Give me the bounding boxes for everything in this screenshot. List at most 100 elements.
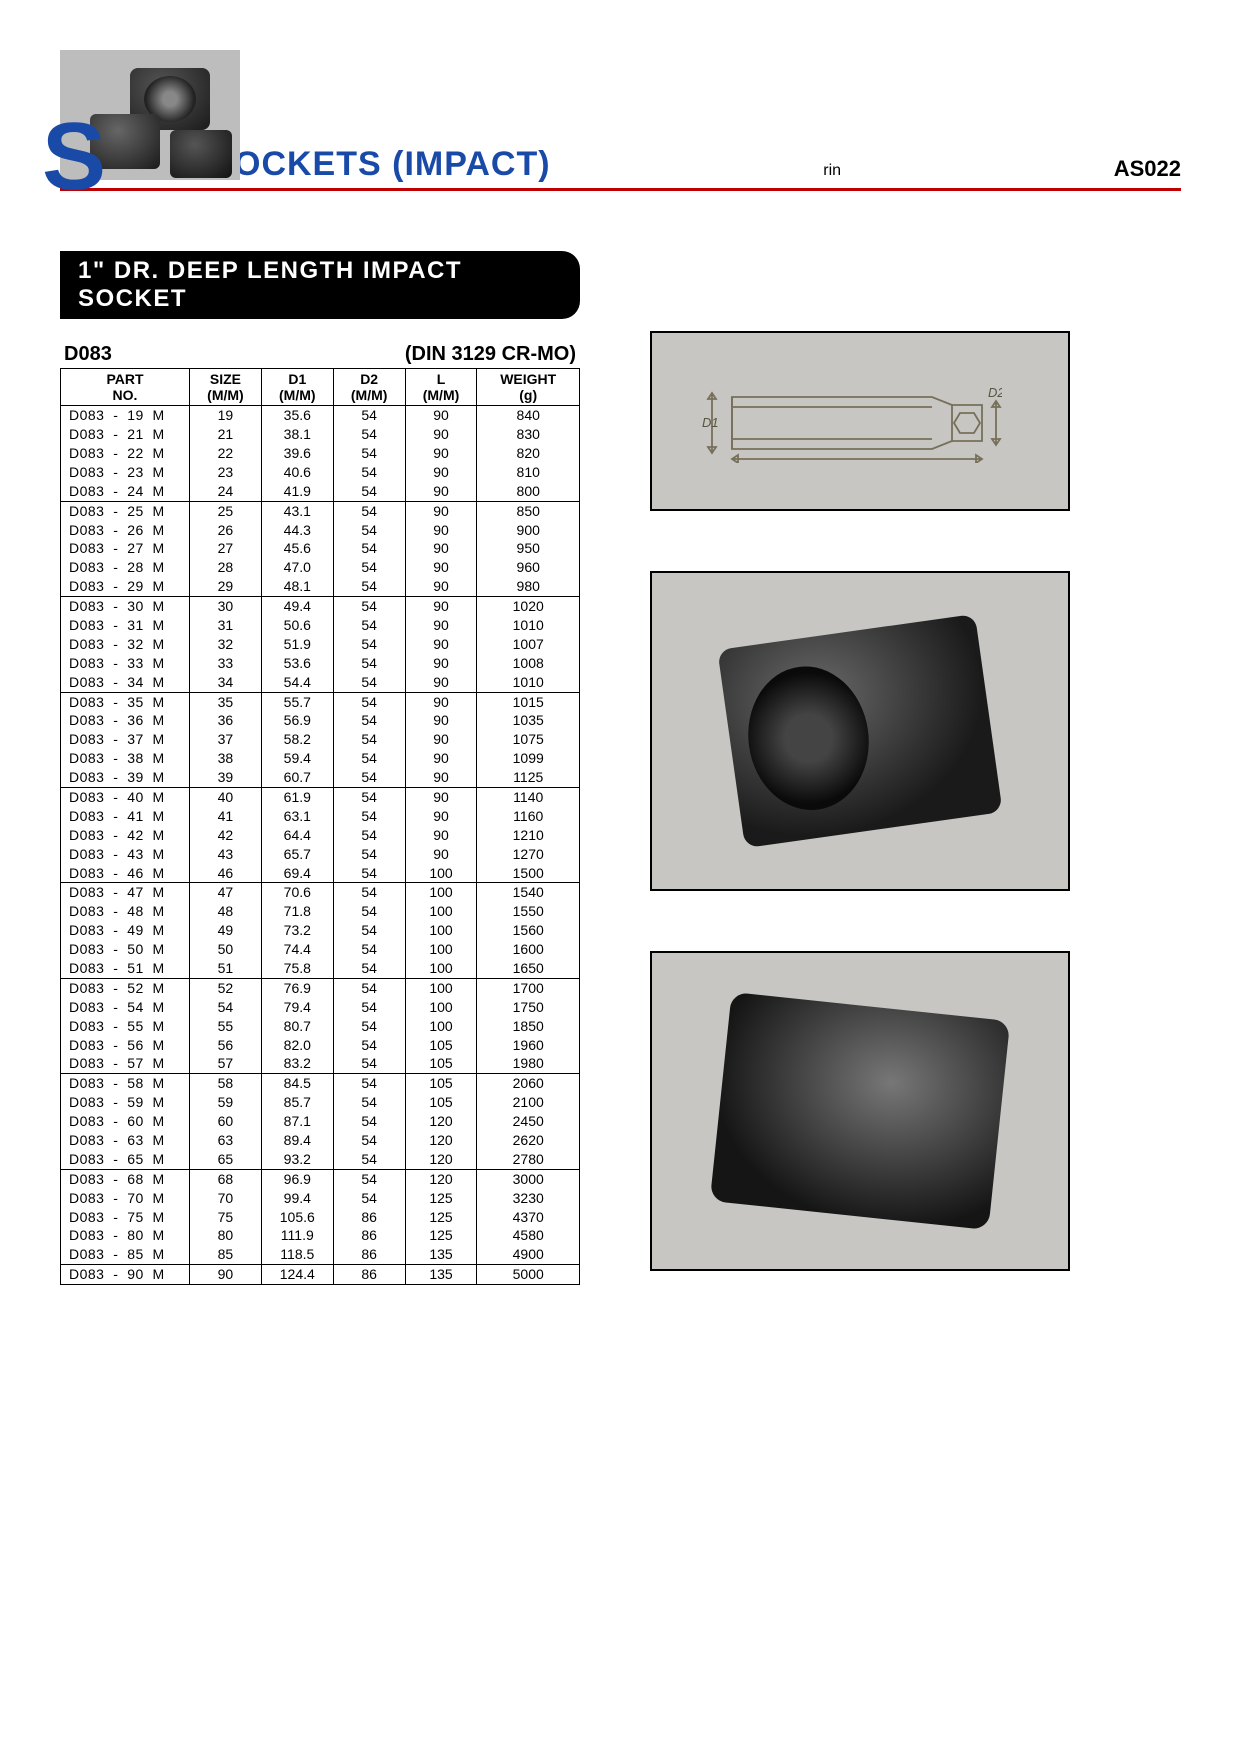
socket-icon	[170, 130, 232, 178]
content: 1" DR. DEEP LENGTH IMPACT SOCKET D083 (D…	[60, 251, 1181, 1285]
table-cell: 100	[405, 940, 477, 959]
table-cell: 4370	[477, 1208, 580, 1227]
table-body: D083 - 19 M1935.65490840D083 - 21 M2138.…	[61, 406, 580, 1285]
table-cell: 55.7	[261, 692, 333, 711]
table-cell: 54	[333, 1054, 405, 1073]
table-cell: 1560	[477, 921, 580, 940]
table-cell: 39.6	[261, 444, 333, 463]
page-title: OCKETS (IMPACT)	[234, 145, 551, 184]
table-row: D083 - 48 M4871.8541001550	[61, 902, 580, 921]
series-code: D083	[64, 343, 112, 366]
table-cell: 100	[405, 959, 477, 978]
table-row: D083 - 29 M2948.15490980	[61, 577, 580, 596]
table-cell: 80	[190, 1226, 262, 1245]
table-cell: 100	[405, 998, 477, 1017]
table-cell: 2100	[477, 1093, 580, 1112]
table-cell: D083 - 19 M	[61, 406, 190, 425]
table-cell: 80.7	[261, 1017, 333, 1036]
table-cell: 54	[333, 1074, 405, 1093]
table-row: D083 - 58 M5884.5541052060	[61, 1074, 580, 1093]
table-cell: 54	[333, 654, 405, 673]
table-cell: 56	[190, 1036, 262, 1055]
table-cell: 86	[333, 1265, 405, 1285]
table-cell: 1160	[477, 807, 580, 826]
page-header: S OCKETS (IMPACT) rin AS022	[60, 50, 1181, 191]
table-cell: 135	[405, 1245, 477, 1264]
title-first-letter: S	[42, 119, 106, 196]
table-row: D083 - 30 M3049.454901020	[61, 597, 580, 616]
table-cell: 38.1	[261, 425, 333, 444]
table-cell: 24	[190, 482, 262, 501]
table-cell: 125	[405, 1208, 477, 1227]
table-cell: 43	[190, 845, 262, 864]
table-cell: D083 - 24 M	[61, 482, 190, 501]
table-row: D083 - 85 M85118.5861354900	[61, 1245, 580, 1264]
table-cell: 63.1	[261, 807, 333, 826]
table-cell: 36	[190, 711, 262, 730]
table-row: D083 - 59 M5985.7541052100	[61, 1093, 580, 1112]
table-cell: 1099	[477, 749, 580, 768]
table-cell: 53.6	[261, 654, 333, 673]
table-cell: 1540	[477, 883, 580, 902]
table-row: D083 - 54 M5479.4541001750	[61, 998, 580, 1017]
table-cell: 60	[190, 1112, 262, 1131]
table-cell: 1750	[477, 998, 580, 1017]
table-cell: 2060	[477, 1074, 580, 1093]
table-cell: 59.4	[261, 749, 333, 768]
table-cell: 58	[190, 1074, 262, 1093]
table-cell: 1010	[477, 673, 580, 692]
table-cell: 54	[333, 998, 405, 1017]
table-cell: D083 - 38 M	[61, 749, 190, 768]
table-cell: 54	[333, 1131, 405, 1150]
table-cell: 820	[477, 444, 580, 463]
table-row: D083 - 22 M2239.65490820	[61, 444, 580, 463]
table-cell: 90	[405, 463, 477, 482]
table-row: D083 - 51 M5175.8541001650	[61, 959, 580, 978]
table-row: D083 - 27 M2745.65490950	[61, 539, 580, 558]
table-cell: 840	[477, 406, 580, 425]
table-cell: 99.4	[261, 1189, 333, 1208]
table-cell: 31	[190, 616, 262, 635]
table-cell: D083 - 60 M	[61, 1112, 190, 1131]
table-cell: 30	[190, 597, 262, 616]
table-cell: 950	[477, 539, 580, 558]
table-cell: D083 - 27 M	[61, 539, 190, 558]
column-header: D2(M/M)	[333, 369, 405, 406]
table-cell: 54	[333, 978, 405, 997]
table-cell: 120	[405, 1169, 477, 1188]
table-cell: 90	[405, 501, 477, 520]
table-cell: 90	[405, 425, 477, 444]
diagram-svg: D1 D2 L	[702, 383, 1002, 463]
table-cell: 1020	[477, 597, 580, 616]
column-header: PARTNO.	[61, 369, 190, 406]
table-cell: 54	[333, 425, 405, 444]
table-cell: 1960	[477, 1036, 580, 1055]
table-cell: 40.6	[261, 463, 333, 482]
table-cell: 54	[190, 998, 262, 1017]
table-cell: 54	[333, 1112, 405, 1131]
table-cell: 34	[190, 673, 262, 692]
table-cell: 1600	[477, 940, 580, 959]
table-row: D083 - 52 M5276.9541001700	[61, 978, 580, 997]
table-cell: 1010	[477, 616, 580, 635]
table-cell: 54	[333, 521, 405, 540]
table-cell: 54	[333, 673, 405, 692]
table-cell: D083 - 21 M	[61, 425, 190, 444]
table-cell: D083 - 75 M	[61, 1208, 190, 1227]
table-cell: 4900	[477, 1245, 580, 1264]
table-cell: 47	[190, 883, 262, 902]
table-cell: 25	[190, 501, 262, 520]
table-cell: D083 - 42 M	[61, 826, 190, 845]
table-cell: 54	[333, 635, 405, 654]
table-cell: 105.6	[261, 1208, 333, 1227]
table-cell: 90	[405, 654, 477, 673]
table-cell: 21	[190, 425, 262, 444]
table-cell: D083 - 85 M	[61, 1245, 190, 1264]
table-cell: 105	[405, 1054, 477, 1073]
table-cell: 86	[333, 1245, 405, 1264]
table-cell: 2620	[477, 1131, 580, 1150]
table-cell: 35	[190, 692, 262, 711]
table-cell: 44.3	[261, 521, 333, 540]
section-title-bar: 1" DR. DEEP LENGTH IMPACT SOCKET	[60, 251, 580, 319]
table-row: D083 - 70 M7099.4541253230	[61, 1189, 580, 1208]
